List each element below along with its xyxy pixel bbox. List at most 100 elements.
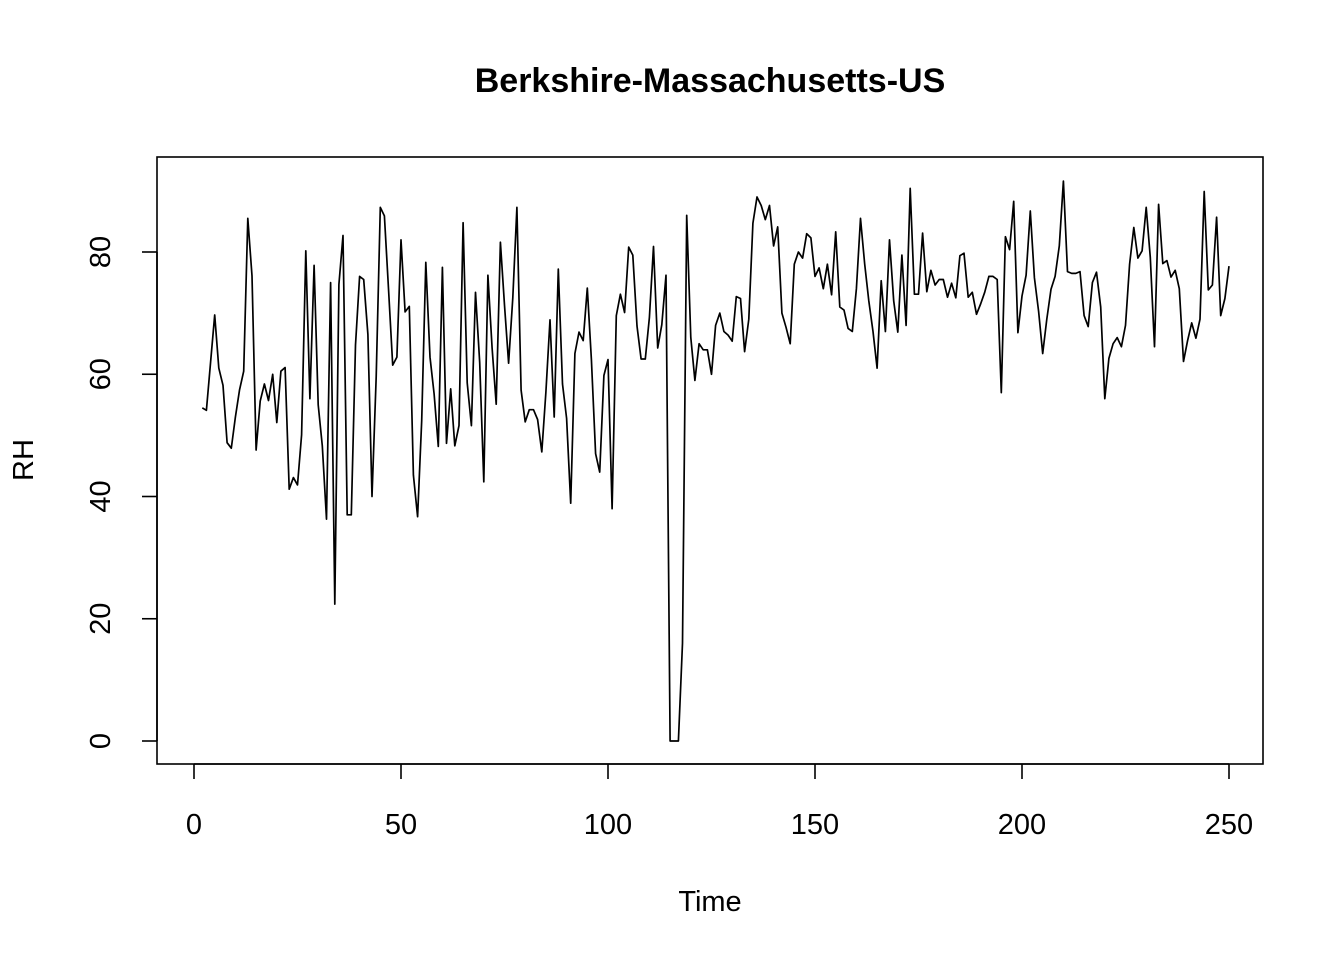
data-point	[972, 292, 974, 294]
data-point	[1096, 271, 1098, 273]
data-point	[719, 312, 721, 314]
data-point	[765, 219, 767, 221]
data-point	[433, 393, 435, 395]
data-point	[611, 508, 613, 510]
data-point	[400, 239, 402, 241]
data-point	[1050, 289, 1052, 291]
data-point	[1100, 306, 1102, 308]
data-point	[810, 237, 812, 239]
data-point	[1071, 273, 1073, 275]
data-point	[645, 358, 647, 360]
data-point	[417, 516, 419, 518]
data-point	[702, 349, 704, 351]
data-point	[591, 359, 593, 361]
y-tick-label: 60	[85, 358, 117, 390]
data-point	[934, 284, 936, 286]
x-tick-label: 200	[998, 809, 1046, 841]
data-point	[566, 418, 568, 420]
data-point	[632, 254, 634, 256]
data-point	[297, 484, 299, 486]
data-point	[520, 389, 522, 391]
data-point	[330, 282, 332, 284]
data-point	[843, 309, 845, 311]
data-point	[1145, 207, 1147, 209]
data-point	[1187, 340, 1189, 342]
data-point	[1087, 326, 1089, 328]
data-point	[794, 263, 796, 265]
data-point	[628, 246, 630, 248]
data-point	[404, 311, 406, 313]
chart-title: Berkshire-Massachusetts-US	[475, 62, 946, 100]
data-point	[214, 314, 216, 316]
data-point	[495, 403, 497, 405]
data-point	[1154, 346, 1156, 348]
data-point	[272, 374, 274, 376]
data-point	[206, 410, 208, 412]
data-point	[533, 409, 535, 411]
data-point	[558, 268, 560, 270]
data-point	[259, 400, 261, 402]
data-point	[1224, 298, 1226, 300]
data-point	[545, 391, 547, 393]
y-tick-label: 40	[85, 480, 117, 512]
series-line-rh	[201, 180, 1230, 742]
data-point	[1017, 332, 1019, 334]
data-point	[640, 358, 642, 360]
data-point	[657, 347, 659, 349]
data-point	[1212, 284, 1214, 286]
data-point	[562, 383, 564, 385]
y-axis: 0 20 40 60 80	[85, 236, 158, 749]
data-point	[438, 446, 440, 448]
data-point	[1083, 315, 1085, 317]
data-point	[864, 263, 866, 265]
data-point	[835, 231, 837, 233]
data-point	[665, 274, 667, 276]
data-point	[748, 318, 750, 320]
data-point	[901, 254, 903, 256]
data-point	[1042, 353, 1044, 355]
data-point	[309, 398, 311, 400]
data-point	[280, 370, 282, 372]
data-point	[914, 293, 916, 295]
data-point	[847, 328, 849, 330]
data-point	[529, 409, 531, 411]
data-point	[760, 205, 762, 207]
data-point	[235, 416, 237, 418]
data-point	[616, 315, 618, 317]
data-point	[1030, 210, 1032, 212]
data-point	[1125, 325, 1127, 327]
data-point	[1021, 295, 1023, 297]
data-point	[1141, 250, 1143, 252]
data-point	[1166, 260, 1168, 262]
data-point	[1121, 346, 1123, 348]
data-point	[342, 235, 344, 237]
data-point	[243, 370, 245, 372]
data-point	[707, 349, 709, 351]
data-point	[1054, 276, 1056, 278]
data-point	[446, 443, 448, 445]
data-point	[678, 740, 680, 742]
data-point	[926, 291, 928, 293]
data-point	[1046, 318, 1048, 320]
data-point	[856, 288, 858, 290]
data-point	[479, 362, 481, 364]
data-point	[1009, 249, 1011, 251]
data-point	[951, 282, 953, 284]
data-point	[984, 292, 986, 294]
data-point	[359, 276, 361, 278]
data-point	[570, 502, 572, 504]
data-point	[409, 306, 411, 308]
data-point	[723, 331, 725, 333]
data-point	[930, 270, 932, 272]
data-point	[607, 359, 609, 361]
data-point	[752, 223, 754, 225]
data-point	[769, 205, 771, 207]
x-tick-label: 150	[791, 809, 839, 841]
data-point	[653, 246, 655, 248]
data-point	[1199, 318, 1201, 320]
data-point	[992, 276, 994, 278]
data-point	[595, 453, 597, 455]
data-point	[1216, 216, 1218, 218]
data-point	[346, 514, 348, 516]
data-point	[818, 267, 820, 269]
